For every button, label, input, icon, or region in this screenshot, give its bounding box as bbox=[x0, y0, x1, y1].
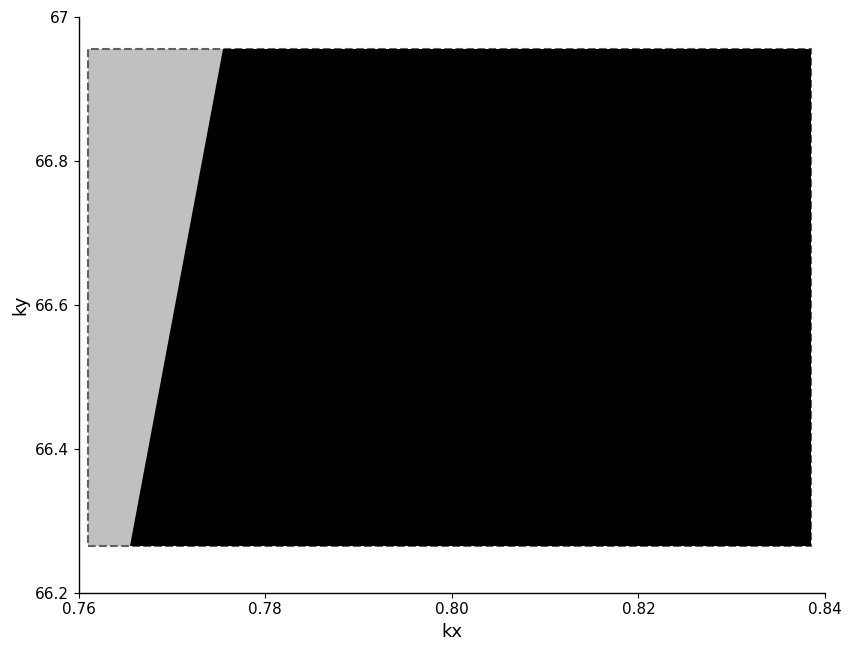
Polygon shape bbox=[130, 50, 810, 546]
Bar bbox=[88, 50, 810, 546]
X-axis label: kx: kx bbox=[440, 623, 462, 641]
Y-axis label: ky: ky bbox=[11, 295, 29, 315]
